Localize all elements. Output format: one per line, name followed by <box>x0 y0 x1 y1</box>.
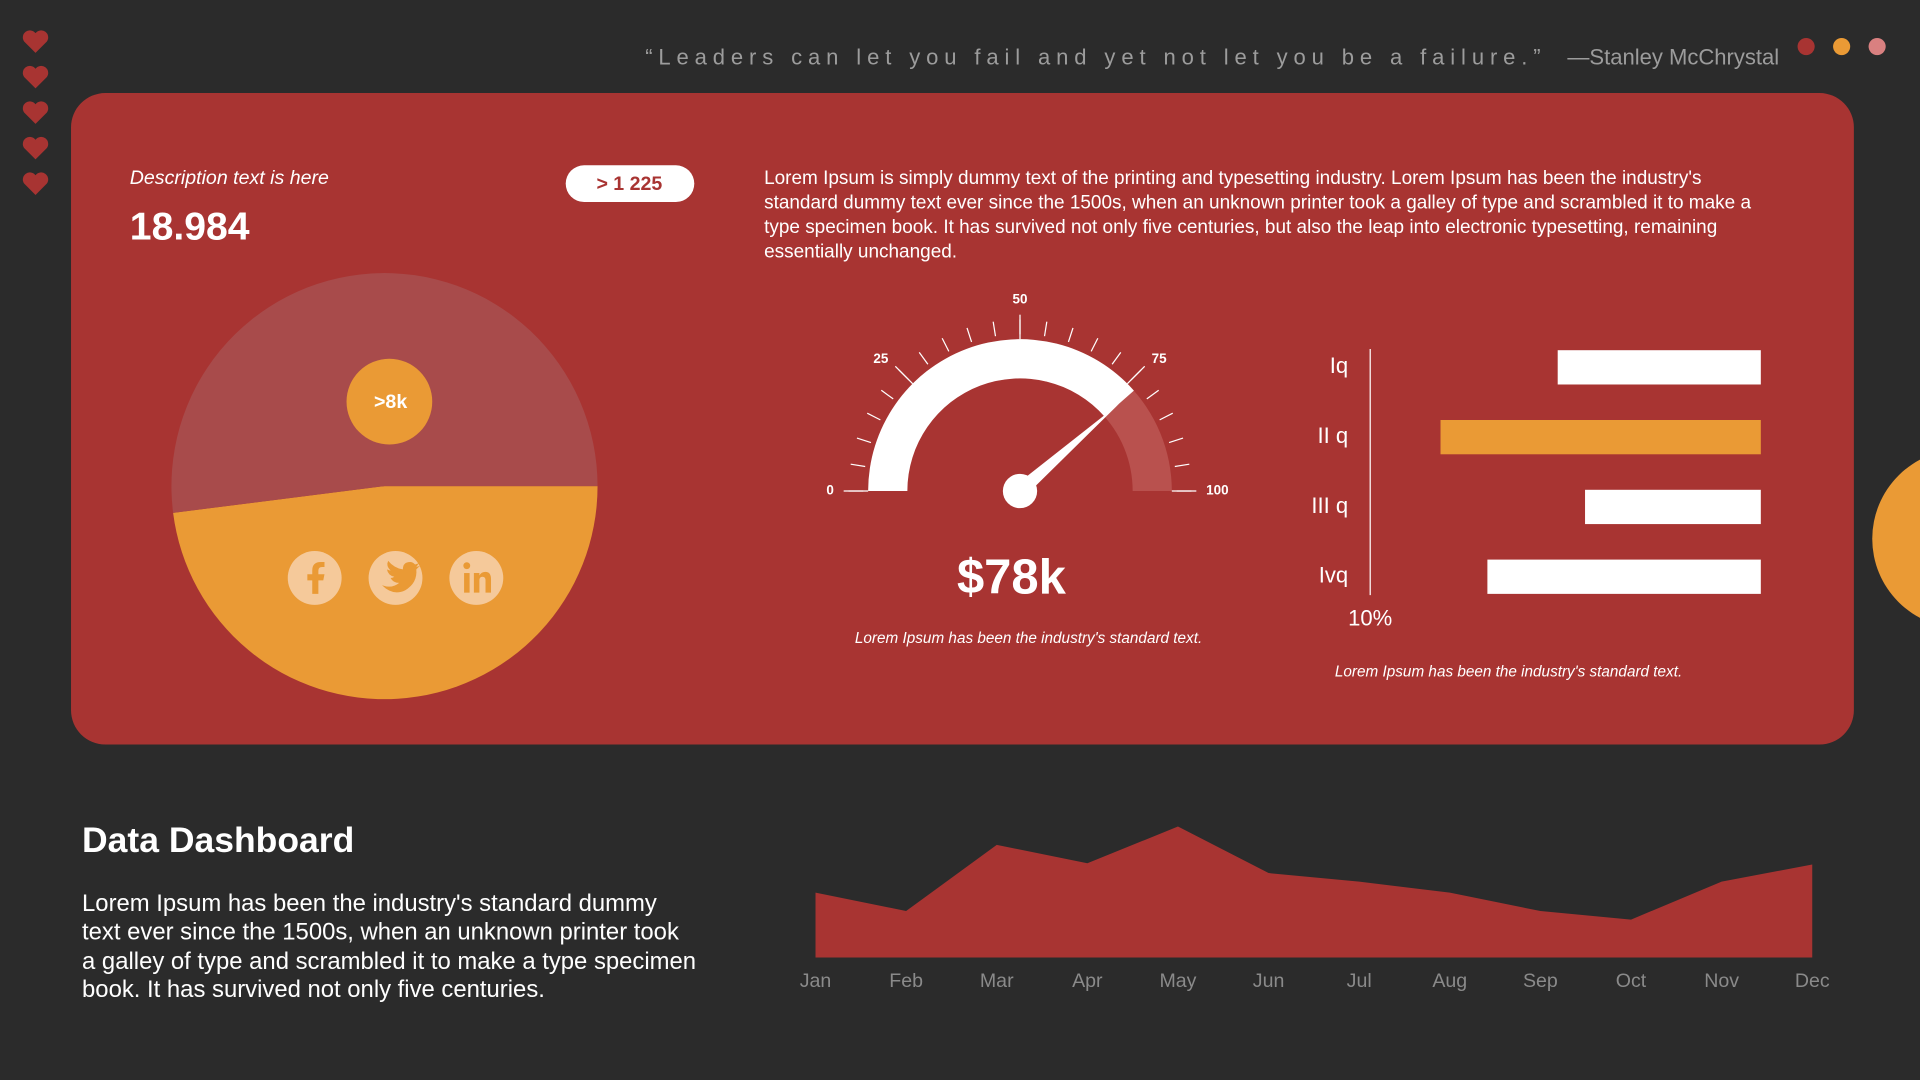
gauge-tick-label: 0 <box>826 483 833 498</box>
bar-caption: Lorem Ipsum has been the industry's stan… <box>1335 663 1682 680</box>
gauge-minor-tick <box>966 327 973 343</box>
area <box>815 826 1813 958</box>
badge-text: > 1 225 <box>596 173 662 195</box>
x-tick-label: Jun <box>1253 970 1285 992</box>
category-label: Iq <box>1330 353 1348 378</box>
paragraph-line: standard dummy text ever since the 1500s… <box>764 192 1751 213</box>
heart <box>22 30 49 53</box>
x-tick-label: 10% <box>1348 605 1392 630</box>
bar <box>1487 559 1761 594</box>
heart <box>22 65 49 89</box>
gauge-minor-tick <box>880 389 894 400</box>
paragraph-line: Lorem Ipsum is simply dummy text of the … <box>764 168 1701 189</box>
bar <box>1557 350 1761 385</box>
gauge-minor-tick <box>1168 437 1184 444</box>
pie-chart: >8k <box>171 273 598 700</box>
footer-line: book. It has survived not only five cent… <box>82 976 545 1003</box>
dot <box>1868 37 1886 56</box>
gauge-tick-label: 100 <box>1206 483 1228 498</box>
gauge-minor-tick <box>992 321 997 337</box>
icon-part <box>463 562 471 570</box>
gauge-minor-tick <box>1111 351 1122 365</box>
decor-circle <box>1872 459 1920 618</box>
dot <box>1797 37 1815 56</box>
gauge-minor-tick <box>856 437 872 444</box>
heart <box>22 101 49 124</box>
category-label: II q <box>1318 423 1349 448</box>
gauge-tick <box>894 365 914 385</box>
x-tick-label: Apr <box>1072 970 1103 992</box>
area-chart: Jan Feb Mar Apr May Jun Jul Aug Sep Oct Nov Dec <box>800 826 1830 992</box>
x-tick-label: Aug <box>1432 970 1467 992</box>
annotation-bubble <box>346 358 433 445</box>
x-tick-label: Jul <box>1347 970 1372 992</box>
kpi-value: 18.984 <box>130 205 250 248</box>
gauge-tick <box>1126 365 1146 385</box>
footer-line: Lorem Ipsum has been the industry's stan… <box>82 890 657 917</box>
icon-part <box>464 573 470 593</box>
gauge-chart: 0 25 50 75 100 $78k Lorem Ipsum has been the i… <box>826 292 1228 648</box>
gauge-minor-tick <box>1159 412 1174 421</box>
footer-line: text ever since the 1500s, when an unkno… <box>82 918 679 945</box>
facebook-icon <box>307 562 325 594</box>
twitter-icon <box>382 560 420 593</box>
x-tick-label: Mar <box>980 970 1014 992</box>
x-tick-label: Dec <box>1795 970 1830 992</box>
gauge-tick-label: 50 <box>1013 292 1028 307</box>
gauge-minor-tick <box>1043 321 1048 337</box>
social-icons <box>287 551 504 605</box>
gauge-minor-tick <box>941 337 950 352</box>
category-label: Ivq <box>1319 563 1348 588</box>
x-tick-label: Nov <box>1704 970 1739 992</box>
x-tick-label: Sep <box>1523 970 1558 992</box>
x-tick-label: May <box>1159 970 1196 992</box>
dot <box>1833 37 1851 56</box>
footer-line: a galley of type and scrambled it to mak… <box>82 948 696 975</box>
paragraph-line: type specimen book. It has survived not … <box>764 217 1717 238</box>
gauge-headline: $78k <box>957 550 1067 604</box>
heart <box>22 172 49 195</box>
gauge-tick-label: 75 <box>1152 351 1167 366</box>
gauge-minor-tick <box>1090 337 1099 352</box>
category-label: III q <box>1311 493 1348 518</box>
icon-part <box>473 571 492 593</box>
heart <box>22 136 49 160</box>
gauge-tick-label: 25 <box>873 351 888 366</box>
bar <box>1585 489 1761 525</box>
x-tick-label: Oct <box>1616 970 1647 992</box>
quote: “Leaders can let you fail and yet not le… <box>645 45 1546 70</box>
gauge-minor-tick <box>866 412 881 421</box>
gauge-needle <box>1015 403 1120 497</box>
bar <box>1440 420 1761 455</box>
badge <box>565 165 695 203</box>
pie-annotation: >8k <box>374 391 407 413</box>
quote-author: —Stanley McChrystal <box>1567 45 1779 70</box>
footer-title: Data Dashboard <box>82 820 354 860</box>
linkedin-icon <box>463 562 492 593</box>
description: Description text is here <box>130 167 329 189</box>
gauge-minor-tick <box>850 463 866 468</box>
gauge-minor-tick <box>1067 327 1074 343</box>
gauge-minor-tick <box>1174 463 1190 468</box>
gauge-fill <box>868 339 1134 492</box>
paragraph-line: essentially unchanged. <box>764 241 957 262</box>
gauge-minor-tick <box>1146 389 1160 400</box>
hearts <box>22 30 49 195</box>
gauge-hub <box>1002 473 1038 509</box>
x-tick-label: Jan <box>800 970 832 992</box>
gauge-minor-tick <box>918 351 929 365</box>
x-tick-label: Feb <box>889 970 923 992</box>
gauge-caption: Lorem Ipsum has been the industry's stan… <box>855 630 1202 647</box>
